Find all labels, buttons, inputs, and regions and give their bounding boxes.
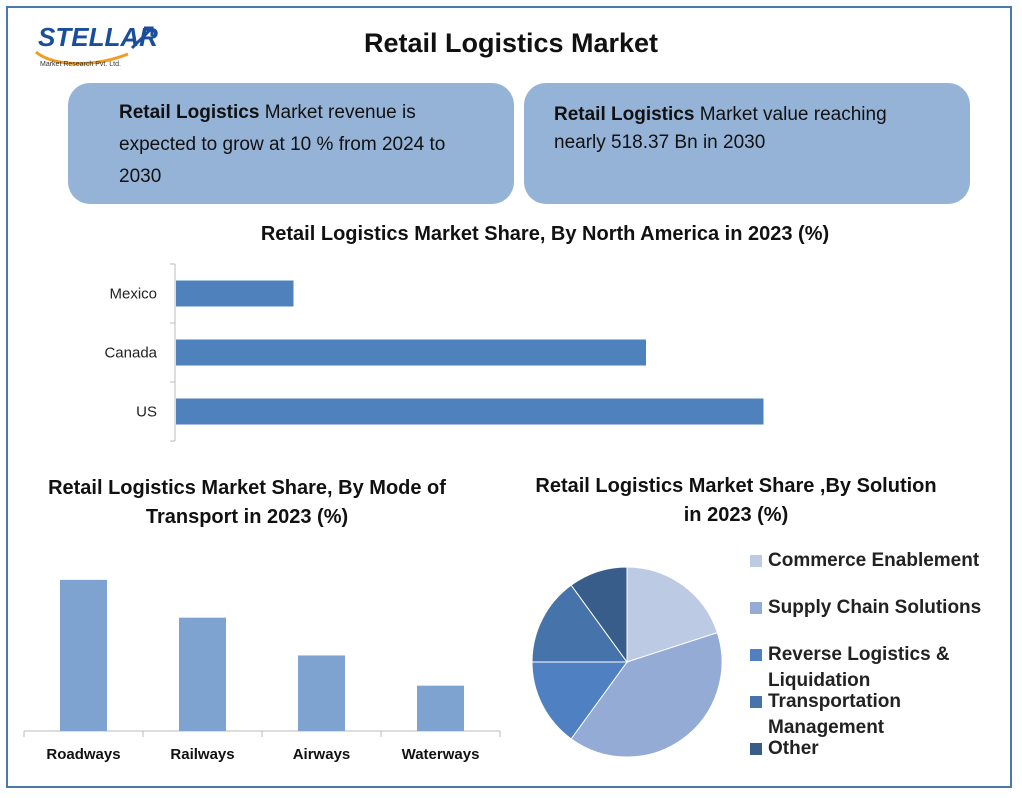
pie-slice-transportation-management	[531, 584, 628, 663]
north-america-chart-title: Retail Logistics Market Share, By North …	[260, 223, 830, 245]
x-tick-label: Roadways	[46, 746, 120, 763]
bar-waterways	[417, 685, 464, 731]
bar-mexico	[176, 280, 294, 307]
y-tick-label: Mexico	[109, 286, 157, 303]
legend-label: Reverse Logistics & Liquidation	[768, 644, 950, 691]
legend-swatch	[750, 743, 762, 755]
logo-arrow	[130, 26, 154, 50]
page-title: Retail Logistics Market	[363, 28, 659, 58]
pie-slice-other	[570, 566, 628, 664]
x-tick-label: Waterways	[402, 746, 480, 763]
box-text: Market revenue is expected to grow at 10…	[119, 102, 446, 187]
solution-chart-title: Retail Logistics Market Share ,By Soluti…	[535, 475, 937, 526]
bar-railways	[179, 617, 226, 731]
logo-tagline: Market Research Pvt. Ltd.	[40, 61, 121, 68]
page-frame	[6, 6, 1012, 788]
x-tick-label: Railways	[170, 746, 234, 763]
legend-swatch	[750, 555, 762, 567]
legend-label: Transportation Management	[768, 691, 902, 738]
stellar-logo: STELLAR Market Research Pvt. Ltd.	[35, 22, 158, 68]
pie-slice-reverse-logistics-liquidation	[531, 661, 628, 740]
pie-slice-supply-chain-solutions	[570, 632, 723, 758]
logo-name: STELLAR	[38, 22, 158, 52]
pie-slice-commerce-enablement	[626, 566, 718, 663]
legend-swatch	[750, 649, 762, 661]
transport-chart-title: Retail Logistics Market Share, By Mode o…	[48, 477, 446, 528]
bar-airways	[298, 655, 345, 731]
x-tick-label: Airways	[293, 746, 351, 763]
legend-label: Supply Chain Solutions	[768, 597, 982, 618]
logo-swoosh	[35, 50, 129, 65]
box-bold-label: Retail Logistics	[554, 104, 695, 125]
y-tick-label: Canada	[104, 345, 157, 362]
legend-label: Commerce Enablement	[768, 550, 980, 571]
bar-roadways	[60, 579, 107, 731]
revenue-growth-box: Retail Logistics Market revenue is expec…	[68, 83, 514, 204]
y-tick-label: US	[136, 404, 157, 421]
market-value-box: Retail Logistics Market value reaching n…	[524, 83, 970, 204]
legend-label: Other	[768, 738, 819, 759]
bar-canada	[176, 339, 646, 366]
legend-swatch	[750, 696, 762, 708]
bar-us	[176, 398, 764, 425]
box-bold-label: Retail Logistics	[119, 102, 260, 123]
box-text: Market value reaching nearly 518.37 Bn i…	[554, 104, 887, 153]
legend-swatch	[750, 602, 762, 614]
